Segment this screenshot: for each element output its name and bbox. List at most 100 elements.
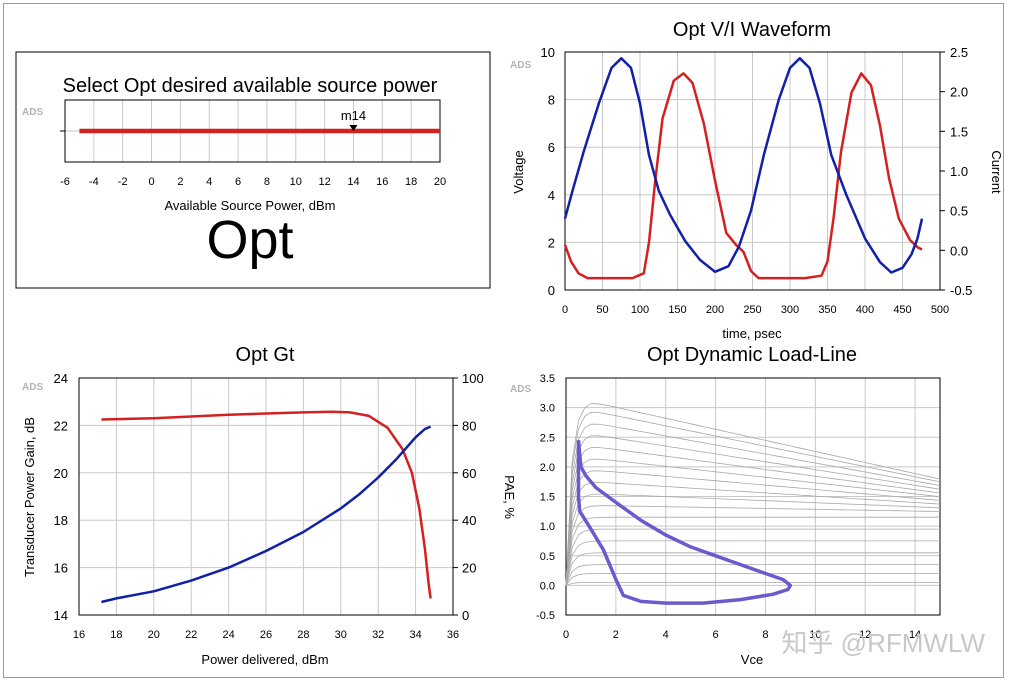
x-tick-label: 400 bbox=[856, 304, 874, 316]
y-tick-label: 0.5 bbox=[540, 551, 555, 563]
load-line-title: Opt Dynamic Load-Line bbox=[647, 344, 857, 366]
y2-tick-label: -0.5 bbox=[950, 283, 972, 298]
x-tick-label: 0 bbox=[562, 304, 568, 316]
y-tick-label: 14 bbox=[54, 608, 68, 623]
gt-title: Opt Gt bbox=[236, 344, 295, 366]
source-power-xlabel: Available Source Power, dBm bbox=[164, 198, 335, 213]
y-tick-label: 2.5 bbox=[540, 432, 555, 444]
y2-tick-label: 0.5 bbox=[950, 204, 968, 219]
load-line-plot: 0 2 4 6 8 10 12 14 -0.5 0.0 0.5 1.0 1.5 2.0 2.5 3.0 3.5 bbox=[536, 373, 941, 641]
iv-curve bbox=[565, 540, 940, 586]
x-tick-label: 2 bbox=[613, 629, 619, 641]
iv-curve bbox=[565, 552, 940, 586]
y2-tick-label: 0.0 bbox=[950, 243, 968, 258]
iv-curve bbox=[565, 573, 940, 586]
x-tick-label: 14 bbox=[347, 176, 359, 188]
ads-logo: ADS bbox=[510, 384, 531, 395]
y-tick-label: 22 bbox=[54, 418, 68, 433]
y2-tick-label: 2.5 bbox=[950, 45, 968, 60]
y2-tick-label: 2.0 bbox=[950, 85, 968, 100]
x-tick-label: 2 bbox=[177, 176, 183, 188]
y-tick-label: 0 bbox=[548, 283, 555, 298]
vi-waveform-y2label: Current bbox=[989, 150, 1004, 194]
y-tick-label: 4 bbox=[548, 188, 555, 203]
x-tick-label: -2 bbox=[118, 176, 128, 188]
load-line-panel: Opt Dynamic Load-Line ADS 0 2 4 6 8 10 12 14 -0.… bbox=[510, 344, 941, 667]
y2-tick-label: 80 bbox=[462, 418, 476, 433]
y2-tick-label: 20 bbox=[462, 561, 476, 576]
y2-tick-label: 1.0 bbox=[950, 164, 968, 179]
x-tick-label: 4 bbox=[663, 629, 669, 641]
x-tick-label: 6 bbox=[235, 176, 241, 188]
x-tick-label: 50 bbox=[596, 304, 608, 316]
x-tick-label: 34 bbox=[409, 629, 421, 641]
y-tick-label: 6 bbox=[548, 140, 555, 155]
x-tick-label: 28 bbox=[297, 629, 309, 641]
iv-curve bbox=[565, 505, 941, 586]
ads-logo: ADS bbox=[510, 60, 531, 71]
x-tick-label: 22 bbox=[185, 629, 197, 641]
y-tick-label: -0.5 bbox=[536, 610, 555, 622]
y-tick-label: 3.0 bbox=[540, 403, 555, 415]
iv-curve bbox=[565, 423, 941, 586]
x-tick-label: 26 bbox=[260, 629, 272, 641]
y-tick-label: 2.0 bbox=[540, 462, 555, 474]
x-tick-label: 8 bbox=[264, 176, 270, 188]
x-tick-label: 200 bbox=[706, 304, 724, 316]
y-tick-label: 18 bbox=[54, 513, 68, 528]
gain-line bbox=[101, 410, 432, 599]
source-power-panel-border bbox=[15, 51, 491, 289]
y2-tick-label: 40 bbox=[462, 513, 476, 528]
y2-tick-label: 0 bbox=[462, 608, 469, 623]
x-tick-label: 350 bbox=[818, 304, 836, 316]
x-tick-label: 8 bbox=[762, 629, 768, 641]
x-tick-label: 18 bbox=[110, 629, 122, 641]
plot-border bbox=[564, 51, 941, 291]
source-power-plot: -6 -4 -2 0 2 4 6 8 10 12 14 16 18 20 m14 bbox=[60, 99, 446, 188]
plot-border bbox=[78, 377, 454, 616]
y-tick-label: 1.5 bbox=[540, 492, 555, 504]
ads-logo: ADS bbox=[22, 107, 43, 118]
x-tick-label: 500 bbox=[931, 304, 949, 316]
iv-curve bbox=[565, 493, 941, 586]
gt-plot: 16 18 20 22 24 26 28 30 32 34 36 14 16 18 20 22 24 0 20 40 6… bbox=[54, 371, 484, 641]
gt-y2label: PAE, % bbox=[502, 475, 517, 519]
x-tick-label: 10 bbox=[809, 629, 821, 641]
x-tick-label: 100 bbox=[631, 304, 649, 316]
x-tick-label: 32 bbox=[372, 629, 384, 641]
pae-line bbox=[101, 425, 432, 604]
x-tick-label: 12 bbox=[859, 629, 871, 641]
x-tick-label: 4 bbox=[206, 176, 212, 188]
x-tick-label: 16 bbox=[376, 176, 388, 188]
x-tick-label: 300 bbox=[781, 304, 799, 316]
gt-ylabel: Transducer Power Gain, dB bbox=[22, 417, 37, 577]
x-tick-label: 14 bbox=[909, 629, 921, 641]
iv-curve bbox=[565, 481, 941, 586]
x-tick-label: 30 bbox=[335, 629, 347, 641]
ads-logo: ADS bbox=[22, 382, 43, 393]
iv-curve bbox=[565, 564, 940, 586]
x-tick-label: 16 bbox=[73, 629, 85, 641]
vi-waveform-ylabel: Voltage bbox=[511, 150, 526, 193]
vi-waveform-plot: 0 50 100 150 200 250 300 350 400 450 500 0 2 4 6 8 10 -0.… bbox=[541, 45, 973, 316]
x-tick-label: 36 bbox=[447, 629, 459, 641]
gt-panel: Opt Gt ADS 16 18 20 22 24 26 28 30 32 34 36 14 16 18 2… bbox=[22, 344, 517, 667]
x-tick-label: 20 bbox=[434, 176, 446, 188]
x-tick-label: 150 bbox=[668, 304, 686, 316]
x-tick-label: 0 bbox=[563, 629, 569, 641]
x-tick-label: 24 bbox=[222, 629, 234, 641]
iv-curve bbox=[565, 582, 940, 586]
x-tick-label: 450 bbox=[893, 304, 911, 316]
iv-curve bbox=[565, 516, 940, 586]
x-tick-label: 20 bbox=[148, 629, 160, 641]
opt-big-label: Opt bbox=[206, 210, 293, 270]
iv-curve bbox=[565, 458, 941, 586]
iv-curve bbox=[565, 435, 941, 586]
iv-curve bbox=[565, 403, 941, 586]
current-line bbox=[563, 57, 924, 274]
vi-waveform-xlabel: time, psec bbox=[722, 326, 782, 341]
y-tick-label: 24 bbox=[54, 371, 68, 386]
source-power-title: Select Opt desired available source powe… bbox=[63, 75, 438, 97]
y-tick-label: 0.0 bbox=[540, 580, 555, 592]
load-line bbox=[576, 440, 793, 605]
